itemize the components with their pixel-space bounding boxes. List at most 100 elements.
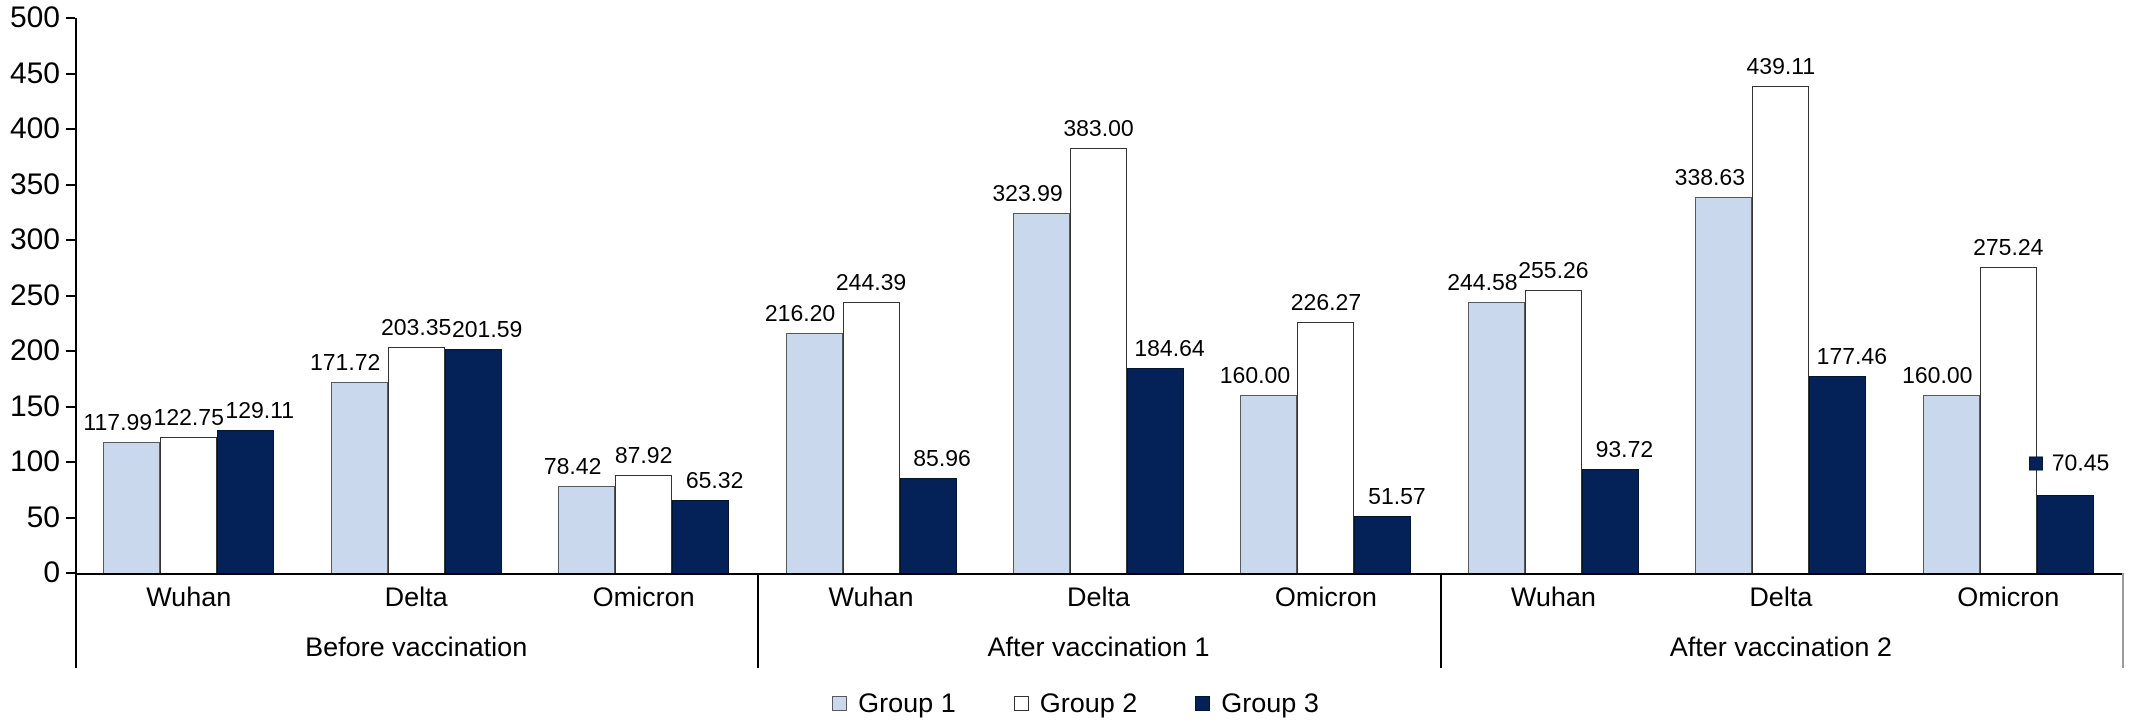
data-label: 117.99 (83, 409, 153, 436)
category-label-omicron: Omicron (592, 582, 695, 612)
y-axis-tick-label: 400 (9, 112, 60, 145)
data-label: 203.35 (380, 314, 452, 341)
data-label-legend-key (2028, 456, 2043, 471)
legend-swatch-icon (832, 696, 848, 711)
data-label: 65.32 (685, 467, 744, 494)
bar-group-3 (217, 429, 275, 573)
bar-group-2 (1070, 147, 1127, 573)
data-label: 129.11 (225, 396, 295, 423)
legend-label: Group 1 (858, 688, 956, 718)
bar-group-3 (1354, 515, 1412, 573)
legend: Group 1 Group 2 Group 3 (0, 688, 2151, 719)
data-label: 160.00 (1902, 362, 1973, 389)
legend-swatch-icon (1013, 696, 1029, 711)
bar-group-1 (1695, 197, 1753, 573)
category-label-wuhan: Wuhan (828, 582, 914, 612)
data-label-text: 70.45 (2051, 449, 2110, 476)
data-label: 226.27 (1290, 288, 1362, 315)
bar-group-1 (1467, 301, 1525, 573)
y-axis-line (75, 18, 77, 668)
bar-group-2 (160, 436, 218, 573)
legend-label: Group 3 (1221, 688, 1319, 718)
data-label: 78.42 (543, 452, 602, 479)
bar-group-2 (1524, 289, 1582, 573)
bar-group-3 (444, 349, 502, 573)
group-label: After vaccination 1 (987, 632, 1210, 662)
group-label: After vaccination 2 (1669, 632, 1892, 662)
y-axis-tick-label: 250 (9, 278, 60, 312)
data-label: 216.20 (764, 300, 836, 327)
y-axis-tick-label: 450 (9, 56, 60, 90)
data-label: 201.59 (451, 316, 523, 343)
bar-group-2 (1752, 85, 1810, 573)
data-label: 171.72 (309, 349, 381, 376)
bar-group-2 (1979, 267, 2037, 573)
y-axis-tick-mark (66, 294, 75, 297)
data-label: 244.39 (835, 268, 907, 295)
data-label: 93.72 (1595, 435, 1654, 462)
y-axis-tick-mark (66, 350, 75, 352)
bar-group-1 (785, 333, 843, 573)
group-label: Before vaccination (305, 632, 528, 662)
plot-right-edge-line (2122, 573, 2124, 668)
data-label: 51.57 (1368, 482, 1426, 509)
category-label-delta: Delta (384, 582, 448, 612)
group-divider (1439, 575, 1442, 668)
y-axis-tick-mark (66, 239, 75, 241)
legend-swatch-icon (1195, 696, 1211, 711)
y-axis-tick-mark (66, 128, 75, 130)
y-axis-tick-label: 350 (9, 167, 60, 201)
category-label-omicron: Omicron (1274, 582, 1377, 612)
bar-group-1 (1922, 395, 1980, 573)
legend-item-group-2: Group 2 (1013, 688, 1138, 719)
y-axis-tick-mark (66, 72, 75, 75)
category-label-wuhan: Wuhan (146, 582, 232, 612)
data-label: 255.26 (1518, 256, 1589, 283)
data-label: 275.24 (1973, 234, 2044, 261)
data-label: 87.92 (614, 442, 673, 469)
y-axis-tick-mark (66, 516, 75, 519)
y-axis-tick-label: 0 (43, 556, 60, 589)
x-axis-line (75, 573, 2122, 575)
bar-group-3 (672, 500, 730, 573)
group-divider (757, 575, 760, 668)
bar-group-1 (1013, 213, 1070, 573)
bar-group-1 (330, 382, 388, 573)
bar-group-1 (103, 442, 161, 573)
bar-group-2 (1297, 321, 1355, 573)
data-label: 184.64 (1134, 335, 1205, 362)
bar-group-3 (1581, 468, 1639, 573)
data-label: 244.58 (1447, 268, 1518, 295)
data-label: 439.11 (1746, 52, 1816, 79)
bar-group-2 (615, 475, 673, 573)
y-axis-tick-mark (66, 17, 75, 19)
bar-group-1 (1240, 395, 1298, 573)
bar-group-3 (899, 477, 957, 573)
data-label: 122.75 (153, 403, 224, 430)
bar-group-3 (2036, 494, 2094, 573)
bar-group-2 (387, 347, 445, 573)
data-label-moved: 70.45 (2028, 449, 2110, 477)
y-axis-tick-label: 150 (9, 389, 60, 423)
legend-label: Group 2 (1039, 688, 1138, 718)
data-label: 383.00 (1063, 114, 1134, 141)
y-axis-tick-label: 100 (9, 445, 60, 478)
category-label-wuhan: Wuhan (1510, 582, 1596, 612)
category-label-delta: Delta (1749, 582, 1813, 612)
y-axis-tick-label: 300 (9, 223, 60, 256)
category-label-delta: Delta (1066, 582, 1131, 612)
y-axis-tick-mark (66, 183, 75, 186)
y-axis-tick-mark (66, 405, 75, 408)
legend-item-group-1: Group 1 (832, 688, 956, 719)
bar-group-2 (842, 301, 900, 573)
y-axis-tick-label: 200 (9, 334, 60, 367)
bar-group-3 (1809, 376, 1867, 573)
legend-item-group-3: Group 3 (1195, 688, 1319, 719)
data-label: 177.46 (1816, 343, 1888, 370)
data-label: 338.63 (1674, 164, 1746, 191)
y-axis-tick-mark (66, 461, 75, 463)
data-label: 160.00 (1219, 362, 1291, 389)
y-axis-tick-label: 500 (9, 1, 60, 34)
bar-group-3 (1127, 368, 1184, 573)
